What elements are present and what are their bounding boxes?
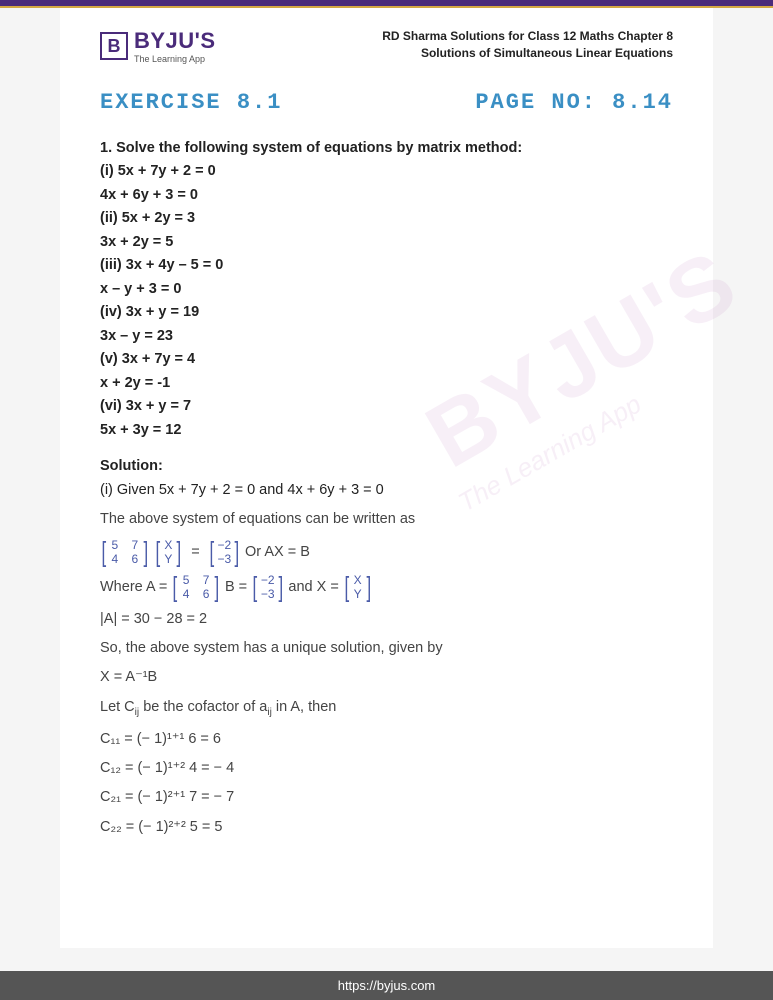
page-content: BYJU'S The Learning App B BYJU'S The Lea… <box>60 8 713 948</box>
logo-icon: B <box>100 32 128 60</box>
text: Let C <box>100 699 135 715</box>
header-title: RD Sharma Solutions for Class 12 Maths C… <box>382 28 673 62</box>
solution-line: The above system of equations can be wri… <box>100 508 673 530</box>
exercise-row: EXERCISE 8.1 PAGE NO: 8.14 <box>100 90 673 115</box>
c11-line: C₁₁ = (− 1)¹⁺¹ 6 = 6 <box>100 728 673 750</box>
mat-cell: 5 <box>181 573 191 587</box>
mat-cell: −2 <box>261 573 275 587</box>
exercise-label: EXERCISE 8.1 <box>100 90 282 115</box>
question-part: (v) 3x + 7y = 4 <box>100 348 673 370</box>
header-row: B BYJU'S The Learning App RD Sharma Solu… <box>100 28 673 64</box>
mat-cell: X <box>353 573 363 587</box>
mat-cell: Y <box>163 552 173 566</box>
mat-cell: Y <box>353 587 363 601</box>
question-part: 4x + 6y + 3 = 0 <box>100 184 673 206</box>
footer-url: https://byjus.com <box>0 971 773 1000</box>
question-part: x + 2y = -1 <box>100 372 673 394</box>
xab-line: X = A⁻¹B <box>100 666 673 688</box>
content-body: 1. Solve the following system of equatio… <box>100 137 673 838</box>
page-number: PAGE NO: 8.14 <box>475 90 673 115</box>
text: be the cofactor of a <box>139 699 267 715</box>
logo-block: B BYJU'S The Learning App <box>100 28 216 64</box>
mat-cell: −3 <box>218 552 232 566</box>
question-part: (i) 5x + 7y + 2 = 0 <box>100 160 673 182</box>
mat-cell: 6 <box>201 587 211 601</box>
text: Where A = <box>100 578 171 594</box>
mat-cell: 4 <box>110 552 120 566</box>
mat-cell: −3 <box>261 587 275 601</box>
matrix-equation: [ 57 46 ] [ X Y ] = [ <box>100 538 673 566</box>
solution-head: Solution: <box>100 455 673 477</box>
question-part: (iv) 3x + y = 19 <box>100 301 673 323</box>
det-line: |A| = 30 − 28 = 2 <box>100 608 673 630</box>
header-line1: RD Sharma Solutions for Class 12 Maths C… <box>382 28 673 45</box>
eq-suffix: Or AX = B <box>245 543 310 559</box>
question-part: x – y + 3 = 0 <box>100 278 673 300</box>
question-part: 5x + 3y = 12 <box>100 419 673 441</box>
header-line2: Solutions of Simultaneous Linear Equatio… <box>382 45 673 62</box>
question-part: (ii) 5x + 2y = 3 <box>100 207 673 229</box>
mat-cell: 6 <box>130 552 140 566</box>
question-part: (iii) 3x + 4y – 5 = 0 <box>100 254 673 276</box>
c12-line: C₁₂ = (− 1)¹⁺² 4 = − 4 <box>100 757 673 779</box>
c21-line: C₂₁ = (− 1)²⁺¹ 7 = − 7 <box>100 786 673 808</box>
top-accent-bar <box>0 0 773 8</box>
logo-name: BYJU'S <box>134 28 216 54</box>
question-part: 3x + 2y = 5 <box>100 231 673 253</box>
mat-cell: −2 <box>218 538 232 552</box>
cofactor-intro: Let Cij be the cofactor of aij in A, the… <box>100 696 673 721</box>
mat-cell: 4 <box>181 587 191 601</box>
logo-tagline: The Learning App <box>134 54 216 64</box>
question-part: (vi) 3x + y = 7 <box>100 395 673 417</box>
mat-cell: 7 <box>201 573 211 587</box>
question-part: 3x – y = 23 <box>100 325 673 347</box>
solution-body: The above system of equations can be wri… <box>100 508 673 838</box>
mat-cell: 5 <box>110 538 120 552</box>
text: and X = <box>288 578 342 594</box>
mat-cell: 7 <box>130 538 140 552</box>
mat-cell: X <box>163 538 173 552</box>
where-line: Where A = [ 57 46 ] B = [ −2 −3 <box>100 573 673 601</box>
text: in A, then <box>272 699 337 715</box>
question-prompt: 1. Solve the following system of equatio… <box>100 137 673 159</box>
c22-line: C₂₂ = (− 1)²⁺² 5 = 5 <box>100 816 673 838</box>
text: B = <box>225 578 251 594</box>
unique-line: So, the above system has a unique soluti… <box>100 637 673 659</box>
solution-intro: (i) Given 5x + 7y + 2 = 0 and 4x + 6y + … <box>100 479 673 501</box>
